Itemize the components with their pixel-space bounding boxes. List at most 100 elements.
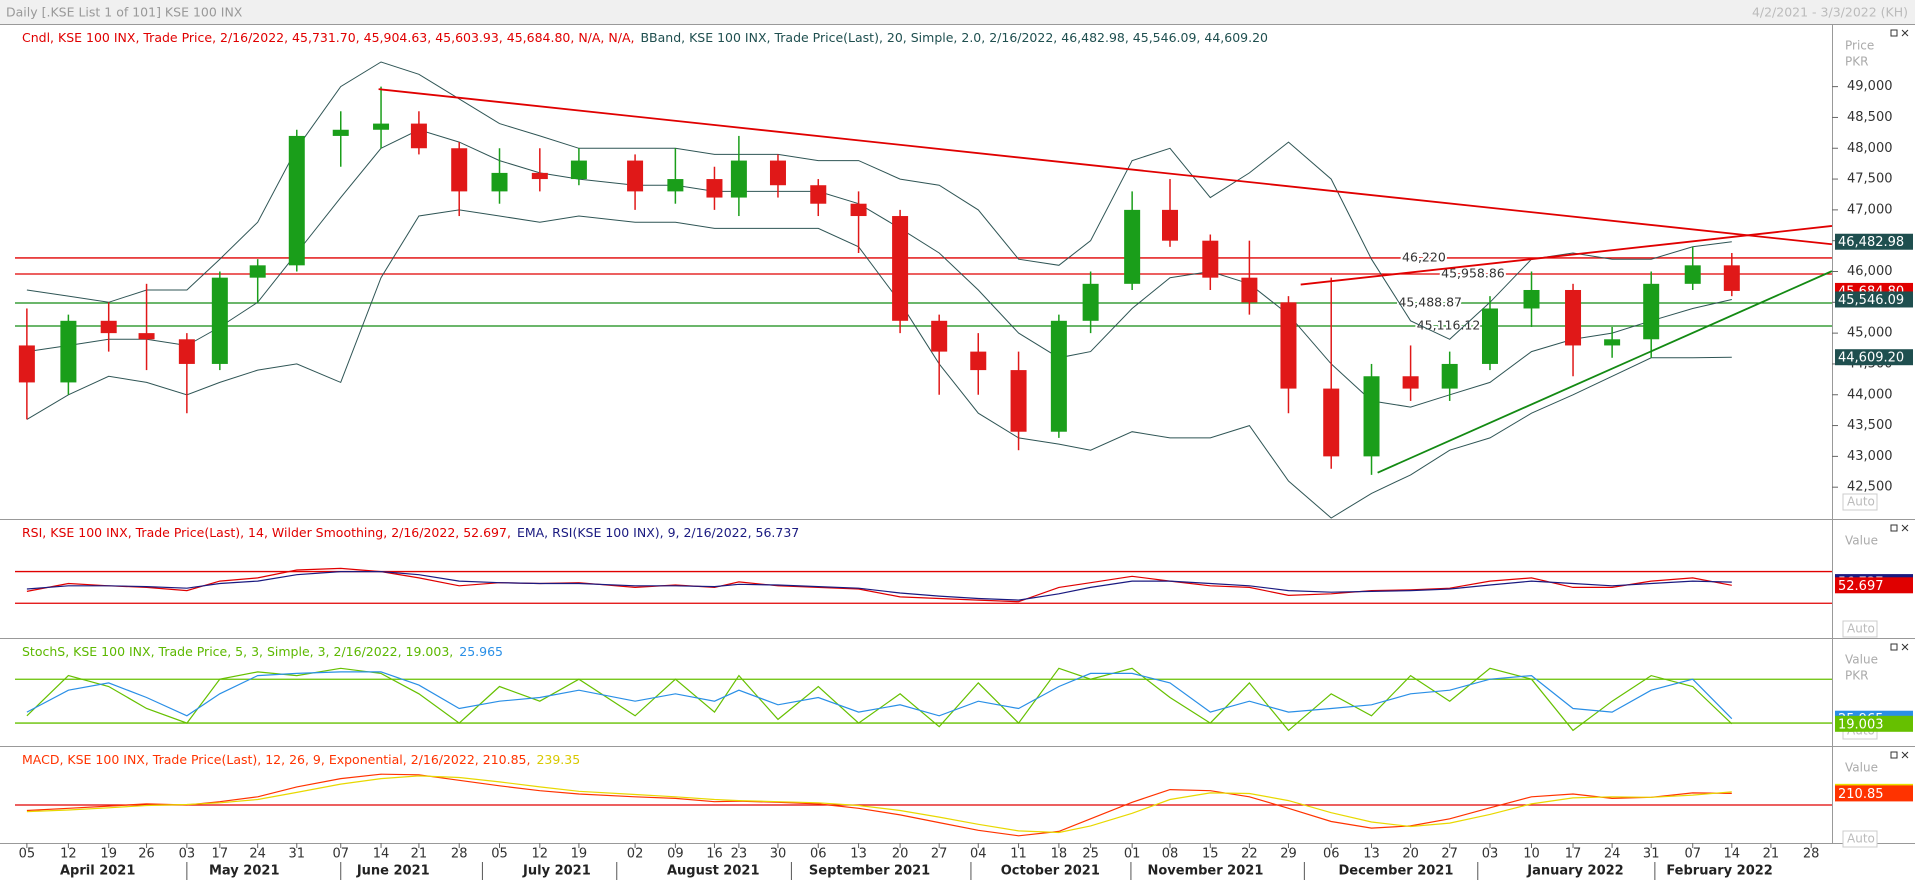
candle-body [60, 320, 77, 383]
x-tick-label: 19 [100, 847, 117, 862]
x-tick-label: 21 [411, 847, 428, 862]
y-tick-label: 43,500 [1847, 418, 1893, 433]
candle-body [1323, 388, 1340, 457]
panel-frame [0, 24, 1915, 844]
candle-body [1162, 209, 1179, 241]
candle-body [1643, 283, 1660, 340]
candle-body [1363, 376, 1380, 457]
series-line [26, 209, 1732, 519]
value-badge-label: 19.003 [1838, 717, 1884, 732]
x-tick-label: 23 [731, 847, 748, 862]
x-tick-label: 26 [138, 847, 155, 862]
x-tick-label: 12 [532, 847, 549, 862]
candle-body [410, 123, 427, 149]
candle-body [769, 160, 786, 186]
y-tick-label: 43,000 [1847, 449, 1893, 464]
x-tick-label: 13 [850, 847, 867, 862]
axis-label: PKR [1845, 669, 1868, 683]
candle-body [1241, 277, 1258, 303]
x-tick-label: 18 [1051, 847, 1068, 862]
value-badge-label: 46,482.98 [1838, 235, 1904, 250]
y-tick-label: 48,500 [1847, 110, 1893, 125]
x-tick-label: 15 [1202, 847, 1219, 862]
candle-body [1604, 339, 1621, 346]
candle-body [138, 333, 155, 340]
candle-body [850, 203, 867, 217]
auto-box [1842, 830, 1878, 848]
candle-body [178, 339, 195, 364]
y-tick-label: 47,000 [1847, 202, 1893, 217]
y-tick-label: 45,000 [1847, 326, 1893, 341]
candle-body [1124, 209, 1141, 284]
panel-close-icon [1901, 751, 1909, 759]
x-tick-label: 07 [332, 847, 349, 862]
level-label: 46,220 [1402, 249, 1446, 264]
month-label: August 2021 [667, 864, 760, 879]
axis-label: Price [1845, 39, 1874, 53]
candle-body [1684, 265, 1701, 284]
panel-close-icon [1901, 29, 1909, 37]
title-bar [0, 0, 1915, 24]
x-tick-label: 06 [810, 847, 827, 862]
x-tick-label: 04 [970, 847, 987, 862]
x-tick-label: 09 [667, 847, 684, 862]
x-tick-label: 22 [1241, 847, 1258, 862]
legend: Cndl, KSE 100 INX, Trade Price, 2/16/202… [22, 30, 1268, 45]
legend: MACD, KSE 100 INX, Trade Price(Last), 12… [22, 752, 580, 767]
candle-body [1202, 240, 1219, 278]
panel-restore-icon [1890, 29, 1898, 37]
y-tick-label: 46,000 [1847, 264, 1893, 279]
legend-entry: Cndl, KSE 100 INX, Trade Price, 2/16/202… [22, 30, 634, 45]
month-label: November 2021 [1147, 864, 1263, 879]
legend: RSI, KSE 100 INX, Trade Price(Last), 14,… [22, 525, 799, 540]
candle-body [570, 160, 587, 180]
candle-body [1481, 308, 1498, 364]
candle-body [100, 320, 117, 334]
x-tick-label: 14 [1724, 847, 1741, 862]
candle-body [931, 320, 948, 352]
value-badge [1835, 291, 1913, 308]
x-tick-label: 31 [1643, 847, 1660, 862]
value-badge [1835, 233, 1913, 250]
legend-entry: 239.35 [536, 752, 580, 767]
x-tick-label: 05 [19, 847, 36, 862]
x-tick-label: 27 [1441, 847, 1458, 862]
candle-body [810, 185, 827, 204]
value-badge-label: 45,546.09 [1838, 293, 1904, 308]
x-tick-label: 17 [212, 847, 229, 862]
month-label: January 2022 [1526, 864, 1623, 879]
x-tick-label: 05 [491, 847, 508, 862]
x-tick-label: 17 [1565, 847, 1582, 862]
x-tick-label: 03 [179, 847, 196, 862]
candle-body [491, 172, 508, 192]
legend-entry: RSI, KSE 100 INX, Trade Price(Last), 14,… [22, 525, 511, 540]
level-label: 45,958.86 [1441, 266, 1505, 281]
candle-body [892, 216, 909, 321]
legend-entry: EMA, RSI(KSE 100 INX), 9, 2/16/2022, 56.… [517, 525, 799, 540]
axis-label: PKR [1845, 55, 1868, 69]
candle-body [249, 265, 266, 278]
panel-restore-icon [1890, 643, 1898, 651]
x-tick-label: 29 [1280, 847, 1297, 862]
month-label: October 2021 [1001, 864, 1100, 879]
candle-body [1523, 289, 1540, 309]
candle-body [531, 172, 548, 180]
y-tick-label: 48,000 [1847, 141, 1893, 156]
candle-body [970, 351, 987, 371]
value-badge [1835, 785, 1913, 802]
x-tick-label: 03 [1482, 847, 1499, 862]
x-tick-label: 30 [770, 847, 787, 862]
level-label: 45,488.87 [1398, 294, 1462, 309]
month-label: May 2021 [209, 864, 280, 879]
auto-label: Auto [1847, 622, 1875, 636]
series-line [26, 773, 1732, 837]
level-label: 45,116.12 [1417, 317, 1481, 332]
auto-label: Auto [1847, 832, 1875, 846]
x-tick-label: 20 [1402, 847, 1419, 862]
legend-entry: 25.965 [459, 644, 503, 659]
x-tick-label: 01 [1124, 847, 1141, 862]
x-tick-label: 08 [1162, 847, 1179, 862]
auto-box [1842, 493, 1878, 511]
axis-label: Value [1845, 653, 1878, 667]
